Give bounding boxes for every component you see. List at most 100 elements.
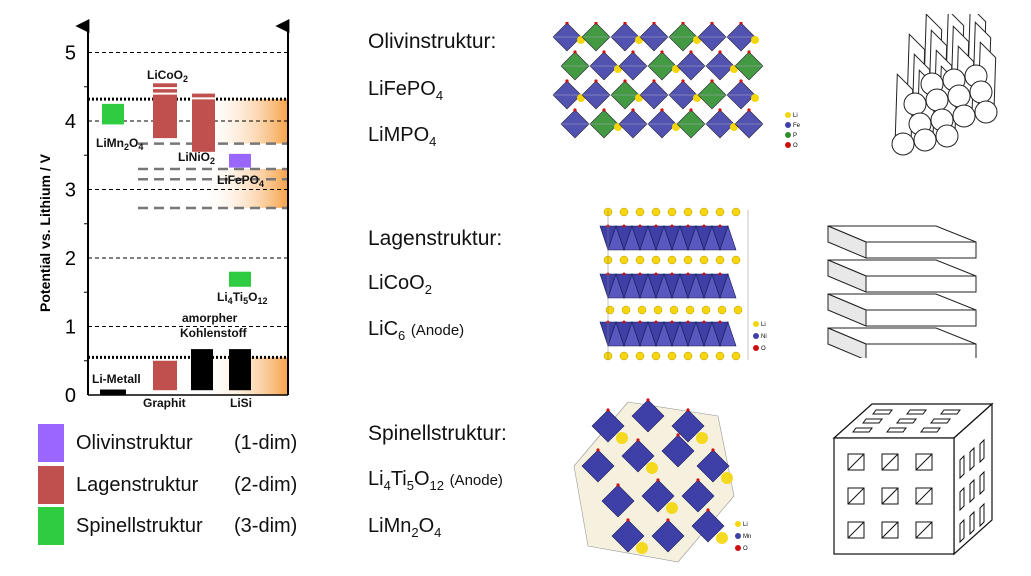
li-atom (751, 36, 759, 44)
octahedron (641, 479, 675, 513)
tube-end (974, 100, 998, 124)
side-slot (979, 502, 985, 528)
top-slot (920, 427, 941, 433)
layer-atom-legend: Li Ni O (753, 321, 767, 352)
bar-limn2o4 (102, 103, 124, 125)
li-atom (717, 305, 727, 315)
legend-swatch-olivine (38, 424, 64, 462)
li-atom (616, 432, 628, 444)
mid-voltage-band (200, 168, 288, 208)
legend-dim-layer: (2-dim) (234, 473, 298, 496)
li-atom (701, 305, 711, 315)
olivine-crystal-image: Li Fe P O (552, 22, 801, 149)
y-tick-label: 1 (65, 317, 76, 339)
octahedron (591, 409, 625, 443)
label-li4ti5o12: Li4Ti5O12 (217, 290, 268, 306)
slab-front (865, 275, 977, 293)
li-atom (699, 207, 709, 217)
bar-amorpher-kohlenstoff (191, 349, 213, 391)
bar-li-metall (100, 389, 126, 395)
label-linio2: LiNiO2 (178, 150, 215, 166)
layer-stack-icon (827, 225, 977, 358)
li-atom (619, 207, 629, 217)
y-tick-label: 5 (65, 43, 76, 65)
top-slot (862, 418, 883, 424)
octahedron (671, 409, 705, 443)
side-slot (969, 478, 975, 504)
li-atom (667, 255, 677, 265)
material-limpo4: LiMPO4 (368, 124, 437, 149)
y-tick-label: 0 (65, 385, 76, 407)
top-slot (930, 418, 951, 424)
label-amorpher: amorpher (182, 311, 238, 325)
li-atom (667, 351, 677, 361)
legend-label-layer: Lagenstruktur (76, 473, 199, 496)
top-slot (852, 427, 873, 433)
tube-end (891, 132, 915, 156)
y-tick-label: 4 (65, 111, 76, 133)
li-atom (715, 255, 725, 265)
bar-licoo2 (153, 83, 177, 139)
li-atom (731, 207, 741, 217)
top-slot (886, 427, 907, 433)
svg-text:O: O (793, 143, 798, 149)
top-slot (896, 418, 917, 424)
li-atom (751, 94, 759, 102)
side-slot (959, 454, 965, 480)
tube-end (935, 124, 959, 148)
side-slot (979, 438, 985, 464)
tube-end (969, 80, 993, 104)
bar-linio2 (192, 93, 215, 152)
slab-front (865, 241, 977, 259)
bar-graphit (153, 360, 177, 391)
layer-crystal-image: Li Ni O (599, 207, 767, 361)
bar-lisi (229, 349, 251, 391)
material-lifepo4: LiFePO4 (368, 78, 444, 103)
side-slot (969, 510, 975, 536)
material-licoo2: LiCoO2 (368, 272, 432, 297)
side-slot (969, 446, 975, 472)
li-atom (637, 305, 647, 315)
spinel-crystal-image: Li Mn O (573, 398, 751, 563)
label-limn2o4: LiMn2O4 (96, 136, 143, 152)
title-spinel: Spinellstruktur: (368, 422, 507, 445)
li-atom (619, 255, 629, 265)
octahedron (681, 479, 715, 513)
li-atom (635, 351, 645, 361)
octahedron (601, 484, 635, 518)
y-axis-label: Potential vs. Lithium / V (37, 153, 53, 312)
label-lisi: LiSi (230, 396, 252, 410)
title-olivine: Olivinstruktur: (368, 30, 497, 53)
svg-text:O: O (743, 546, 748, 552)
octahedron (651, 519, 685, 553)
li-atom (651, 351, 661, 361)
li-atom (635, 255, 645, 265)
octahedron (696, 449, 730, 483)
li-atom (667, 207, 677, 217)
li-atom (731, 351, 741, 361)
li-atom (619, 351, 629, 361)
label-kohlenstoff: Kohlenstoff (180, 326, 248, 340)
octahedron (581, 449, 615, 483)
li-atom (683, 255, 693, 265)
legend-label-spinel: Spinellstruktur (76, 514, 203, 537)
legend-dim-olivine: (1-dim) (234, 431, 298, 454)
bar-li4ti5o12 (229, 271, 251, 287)
spinel-atom-legend: Li Mn O (735, 521, 751, 552)
olivine-atom-legend: Li Fe P O (785, 112, 801, 149)
li-atom (685, 305, 695, 315)
cube-channels-icon (832, 402, 994, 556)
y-tick-label: 2 (65, 248, 76, 270)
side-slot (979, 470, 985, 496)
slab-front (865, 309, 977, 327)
li-atom (715, 207, 725, 217)
octahedron (611, 519, 645, 553)
li-atom (651, 255, 661, 265)
top-slot (872, 409, 893, 415)
tube-end (925, 88, 949, 112)
material-limn2o4: LiMn2O4 (368, 515, 442, 540)
octahedron (691, 509, 725, 543)
li-atom (716, 532, 728, 544)
li-atom (733, 305, 743, 315)
